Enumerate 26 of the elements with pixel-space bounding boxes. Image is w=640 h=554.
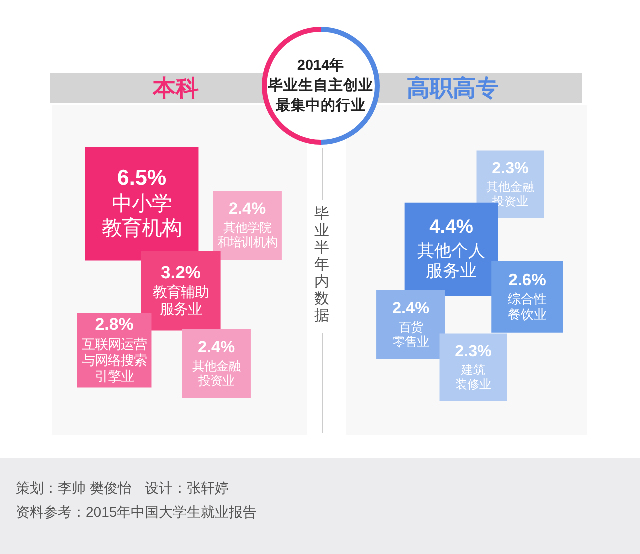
text: 策划：李帅 樊俊怡	[16, 480, 132, 496]
text: 高职高专	[407, 75, 499, 101]
data-label: 2.4%	[228, 200, 267, 218]
data-label: 2.6%	[508, 270, 547, 290]
data-label: 3.2%	[161, 262, 202, 282]
data-label: 4.4%	[430, 216, 474, 238]
category-label: 综合性餐饮业	[508, 292, 547, 322]
data-label: 6.5%	[117, 165, 167, 190]
category-label: 建筑装修业	[456, 362, 492, 392]
data-label: 2.8%	[95, 315, 134, 334]
data-label: 2.3%	[455, 342, 492, 360]
category-label: 其他金融投资业	[192, 359, 240, 388]
category-label: 互联网运营与网络搜索引擎业	[82, 337, 147, 384]
text: 资料参考：2015年中国大学生就业报告	[16, 504, 258, 520]
data-label: 2.3%	[492, 159, 529, 178]
text: 设计：张轩婷	[145, 480, 229, 496]
text: 本科	[152, 75, 199, 101]
category-label: 百货零售业	[393, 320, 429, 350]
category-label: 教育辅助服务业	[153, 284, 209, 318]
text: 2014年毕业生自主创业最集中的行业	[268, 57, 374, 114]
category-label: 中小学教育机构	[102, 194, 182, 240]
text: 毕业半年内数据	[314, 206, 330, 324]
category-label: 其他个人服务业	[418, 241, 486, 281]
data-label: 2.4%	[392, 299, 430, 318]
data-label: 2.4%	[198, 338, 236, 356]
category-label: 其他学院和培训机构	[218, 220, 278, 250]
